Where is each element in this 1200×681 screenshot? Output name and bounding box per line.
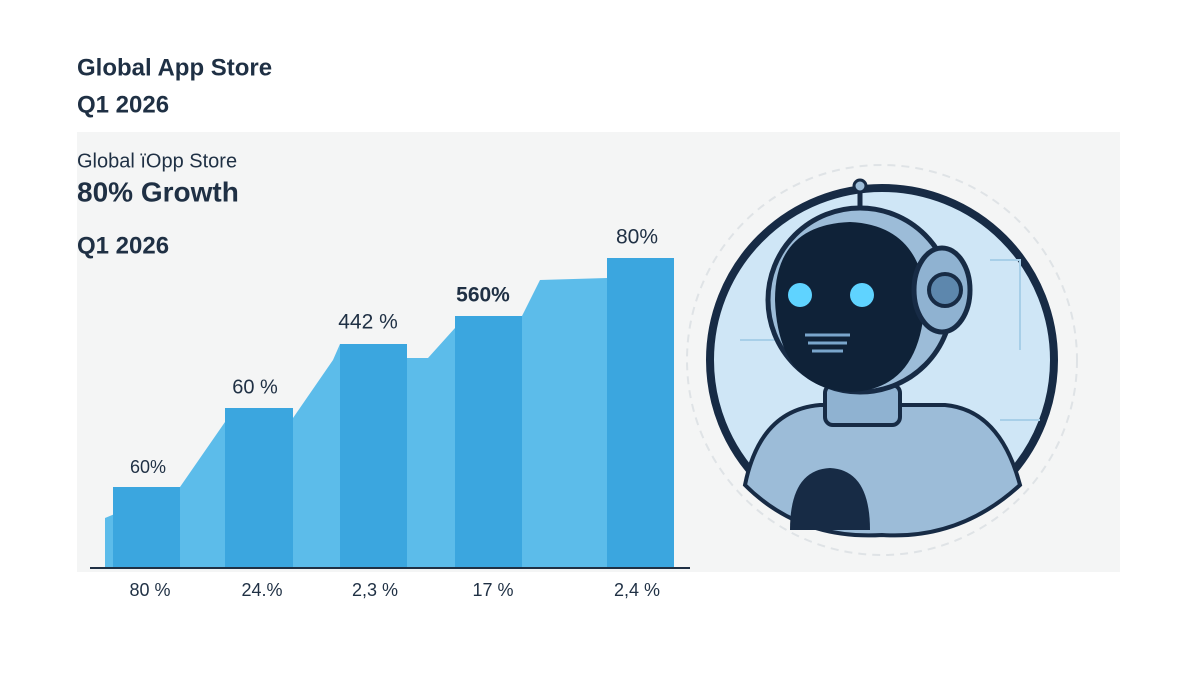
bar (607, 258, 674, 568)
axis-label: 2,4 % (614, 580, 660, 600)
dashed-ring (686, 164, 1078, 556)
bar-label: 560% (456, 284, 510, 307)
eye (788, 283, 812, 307)
robot-illustration (686, 164, 1078, 556)
bar-label: 60% (130, 457, 166, 477)
labels: 60% 60 % 442 % 560% 80% 80 % 24.% 2,3 % 17 % 2,4 … (129, 226, 660, 600)
bar-label: 60 % (232, 376, 278, 398)
bar-label: 80% (616, 226, 658, 249)
period: Q1 2026 (77, 232, 169, 259)
bar-label: 442 % (338, 311, 398, 334)
subtitle: Q1 2026 (77, 91, 169, 118)
face (775, 222, 925, 392)
axis-label: 2,3 % (352, 580, 398, 600)
axis-label: 17 % (472, 580, 513, 600)
bar (225, 408, 293, 568)
panel-name: Global ïOpp Store (77, 150, 237, 172)
bars (113, 258, 674, 568)
ear-center (927, 272, 963, 308)
mouth (805, 333, 850, 353)
bar (455, 316, 522, 568)
chest (790, 468, 870, 530)
axis-label: 80 % (129, 580, 170, 600)
eye (850, 283, 874, 307)
headline: 80% Growth (77, 176, 239, 207)
antenna-tip (852, 178, 868, 194)
bar (340, 344, 407, 568)
title: Global App Store (77, 54, 272, 81)
bar (113, 487, 180, 568)
axis-label: 24.% (241, 580, 282, 600)
